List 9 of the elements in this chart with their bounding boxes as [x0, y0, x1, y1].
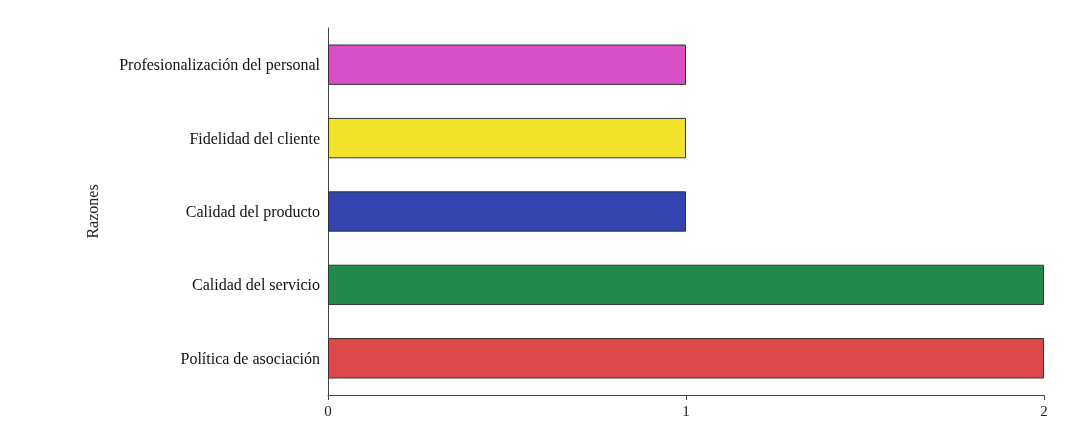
y-tick-label: Calidad del producto [185, 203, 320, 221]
y-tick-label: Calidad del servicio [192, 276, 320, 294]
y-tick-label: Profesionalización del personal [119, 56, 321, 75]
y-tick-label: Fidelidad del cliente [189, 129, 320, 147]
x-tick-label: 1 [682, 402, 690, 419]
y-axis-title: Razones [83, 184, 101, 239]
x-tick-label: 2 [1040, 402, 1048, 419]
y-tick-label: Política de asociación [180, 349, 320, 367]
x-tick-label: 0 [324, 402, 332, 419]
